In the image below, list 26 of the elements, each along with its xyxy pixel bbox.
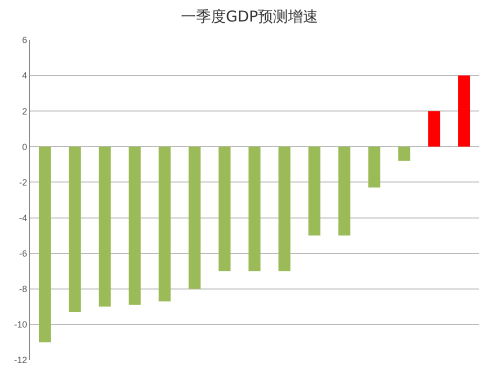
bar <box>98 146 111 307</box>
y-tick-label: -6 <box>19 248 28 258</box>
bar <box>218 146 231 272</box>
y-tick-label: 6 <box>22 35 28 46</box>
chart-title: 一季度GDP预测增速 <box>180 8 318 26</box>
bar <box>188 146 201 289</box>
bar <box>128 146 141 305</box>
y-tick-label: -12 <box>14 355 28 366</box>
bar <box>428 111 440 147</box>
y-tick-label: 2 <box>22 106 28 116</box>
bar <box>308 146 320 236</box>
y-tick-label: -4 <box>19 212 28 223</box>
y-tick-label: 0 <box>22 142 28 152</box>
y-tick-label: -10 <box>14 320 28 330</box>
bar <box>38 146 51 342</box>
bar <box>338 146 350 236</box>
bar <box>368 146 380 188</box>
bar <box>158 146 171 302</box>
y-tick-label: 4 <box>22 70 28 81</box>
bar <box>68 146 81 312</box>
bar <box>248 146 260 272</box>
bar <box>278 146 290 272</box>
bar <box>458 76 470 147</box>
y-tick-label: -8 <box>19 284 28 294</box>
bar <box>398 146 410 161</box>
y-tick-label: -2 <box>19 177 28 188</box>
